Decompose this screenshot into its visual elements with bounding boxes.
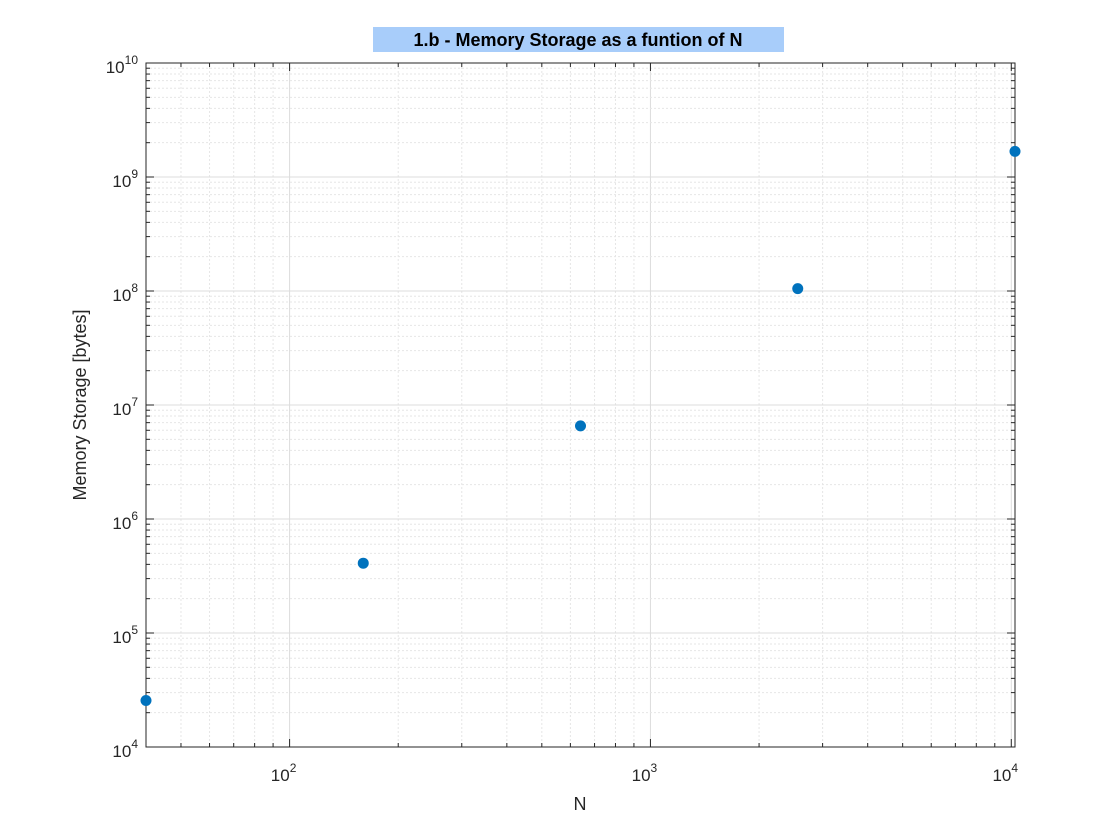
data-point <box>140 694 152 706</box>
x-tick-labels: 102 103 104 <box>271 761 1019 785</box>
data-point <box>357 557 369 569</box>
data-points <box>140 145 1021 706</box>
x-axis-label: N <box>574 794 587 814</box>
grid-lines <box>145 62 1015 748</box>
chart-title: 1.b - Memory Storage as a funtion of N <box>413 30 742 50</box>
x-tick-label: 102 <box>271 761 297 785</box>
x-tick-label: 103 <box>632 761 658 785</box>
y-tick-label: 104 <box>112 737 138 761</box>
y-axis-label: Memory Storage [bytes] <box>70 309 90 500</box>
x-tick-label: 104 <box>992 761 1018 785</box>
data-point <box>792 283 804 295</box>
data-point <box>575 420 586 432</box>
y-tick-label: 105 <box>112 623 138 647</box>
y-tick-label: 109 <box>112 167 138 191</box>
y-tick-label: 106 <box>112 509 138 533</box>
y-tick-label: 108 <box>112 281 138 305</box>
data-point <box>1009 145 1021 157</box>
title-highlight <box>373 27 784 52</box>
tick-marks <box>145 62 1015 748</box>
y-tick-labels: 104 105 106 107 108 109 1010 <box>106 53 139 761</box>
y-tick-label: 107 <box>112 395 138 419</box>
y-tick-label: 1010 <box>106 53 139 77</box>
